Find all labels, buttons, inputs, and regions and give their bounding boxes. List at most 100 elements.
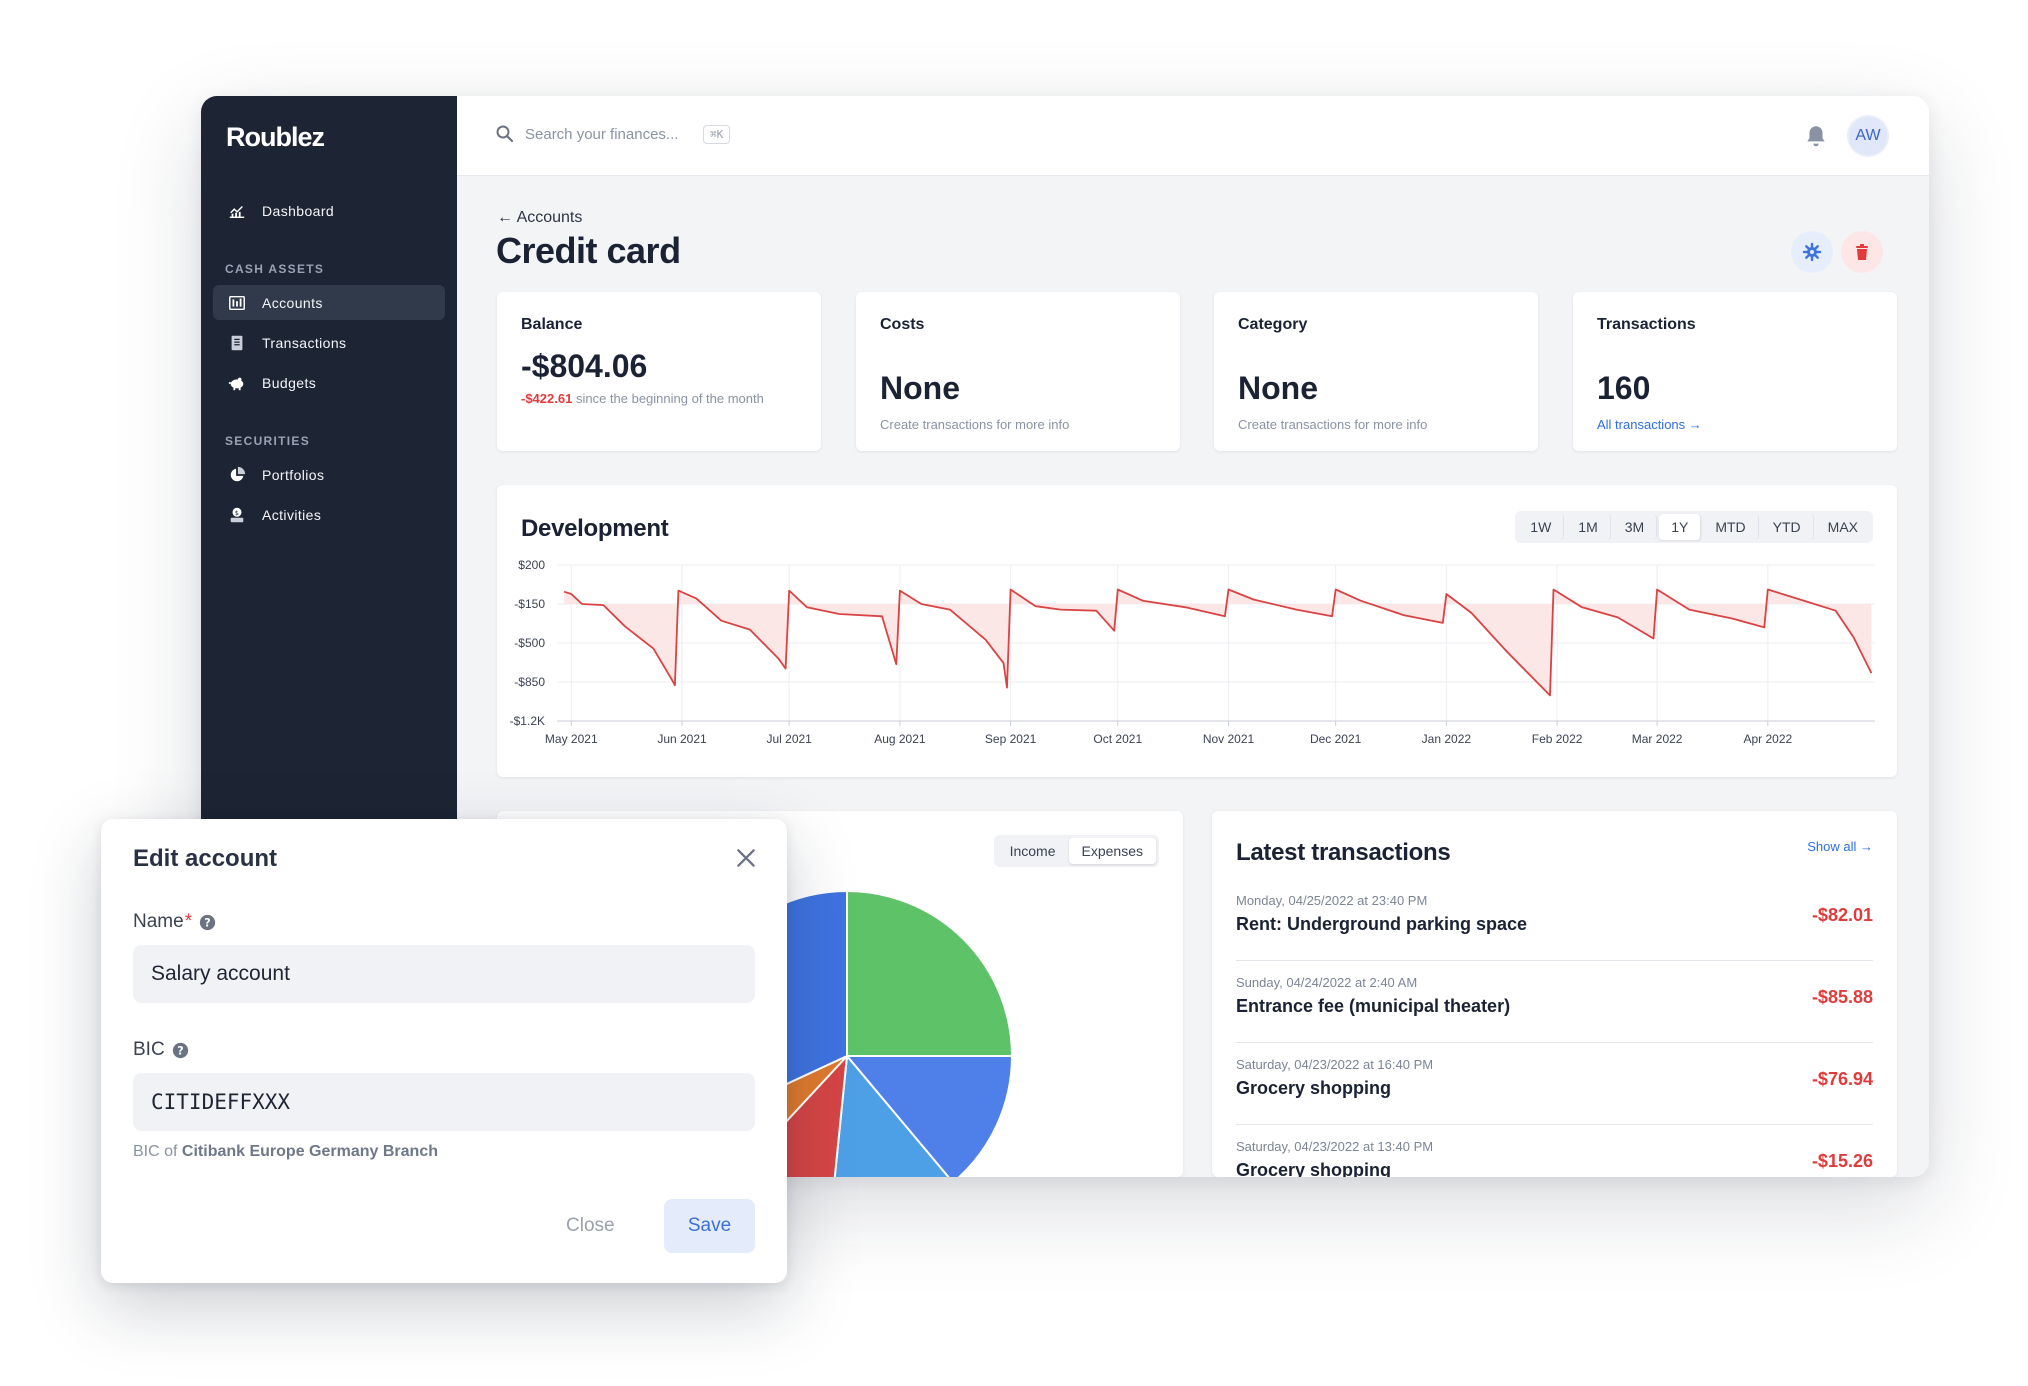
bic-field-label: BIC ? (133, 1039, 189, 1061)
search-bar: ⌘K (495, 124, 731, 144)
transaction-row[interactable]: Saturday, 04/23/2022 at 13:40 PM Grocery… (1236, 1125, 1873, 1177)
back-link-label: Accounts (516, 209, 583, 226)
trash-icon (1856, 244, 1868, 260)
transaction-row[interactable]: Sunday, 04/24/2022 at 2:40 AM Entrance f… (1236, 961, 1873, 1043)
tab-income[interactable]: Income (1009, 843, 1056, 859)
bank-icon (227, 293, 247, 313)
category-hint: Create transactions for more info (1238, 417, 1428, 432)
gear-icon (1802, 242, 1822, 262)
sidebar-item-label: Portfolios (262, 466, 325, 483)
series-line (563, 588, 1873, 697)
x-tick-label: Oct 2021 (1093, 732, 1142, 746)
range-button-1m[interactable]: 1M (1566, 514, 1611, 540)
range-button-mtd[interactable]: MTD (1703, 514, 1759, 540)
y-tick-label: $200 (518, 558, 545, 572)
stat-label: Transactions (1597, 316, 1696, 333)
transaction-date: Monday, 04/25/2022 at 23:40 PM (1236, 893, 1428, 908)
stat-label: Costs (880, 316, 925, 333)
transaction-row[interactable]: Saturday, 04/23/2022 at 16:40 PM Grocery… (1236, 1043, 1873, 1125)
close-button[interactable]: Close (566, 1215, 615, 1236)
transaction-amount: -$82.01 (1811, 905, 1873, 925)
bell-icon[interactable] (1803, 123, 1829, 149)
sidebar-item-label: Activities (262, 506, 322, 523)
piggy-bank-icon (227, 373, 247, 393)
transaction-name: Grocery shopping (1236, 1078, 1392, 1098)
transaction-amount: -$76.94 (1811, 1069, 1873, 1089)
bic-hint: BIC of Citibank Europe Germany Branch (133, 1143, 438, 1161)
delete-button[interactable] (1841, 231, 1883, 273)
sidebar-section-title: SECURITIES (225, 434, 311, 448)
settings-button[interactable] (1791, 231, 1833, 273)
x-tick-label: Nov 2021 (1203, 732, 1255, 746)
range-button-max[interactable]: MAX (1827, 519, 1858, 535)
sidebar-item-portfolios[interactable]: Portfolios (213, 457, 445, 492)
range-button-1y[interactable]: 1Y (1659, 514, 1702, 540)
y-tick-label: -$1.2K (510, 714, 545, 728)
pie-chart-icon (227, 465, 247, 485)
close-icon[interactable] (735, 847, 757, 869)
pie-slice[interactable] (846, 889, 1014, 1057)
range-selector: 1W 1M 3M 1Y MTD YTD MAX (1515, 511, 1873, 543)
avatar[interactable]: AW (1847, 115, 1889, 157)
sidebar-item-label: Accounts (262, 294, 323, 311)
costs-hint: Create transactions for more info (880, 417, 1070, 432)
x-tick-label: Sep 2021 (985, 732, 1037, 746)
pie-slice[interactable] (830, 1053, 953, 1177)
bic-field[interactable] (133, 1073, 755, 1131)
show-all-link[interactable]: Show all → (1807, 839, 1873, 854)
tab-expenses[interactable]: Expenses (1068, 838, 1156, 864)
receipt-icon (227, 333, 247, 353)
search-icon (496, 125, 514, 143)
x-tick-label: Apr 2022 (1743, 732, 1792, 746)
all-transactions-link[interactable]: All transactions → (1597, 417, 1702, 432)
y-tick-label: -$500 (514, 636, 545, 650)
y-tick-label: -$150 (514, 597, 545, 611)
required-mark: * (184, 911, 193, 932)
pie-slice[interactable] (844, 1055, 1014, 1177)
costs-value: None (880, 370, 960, 406)
search-input[interactable] (525, 125, 703, 143)
sidebar-item-activities[interactable]: $ Activities (213, 497, 445, 532)
latest-transactions-title: Latest transactions (1236, 839, 1451, 866)
sidebar-item-accounts[interactable]: Accounts (213, 285, 445, 320)
svg-text:?: ? (177, 1044, 183, 1057)
x-tick-label: Jun 2021 (657, 732, 707, 746)
name-field[interactable] (133, 945, 755, 1003)
sidebar-item-label: Dashboard (262, 202, 335, 219)
transaction-date: Sunday, 04/24/2022 at 2:40 AM (1236, 975, 1418, 990)
transaction-date: Saturday, 04/23/2022 at 16:40 PM (1236, 1057, 1434, 1072)
balance-delta-text: since the beginning of the month (575, 391, 764, 406)
balance-card: Balance -$804.06 -$422.61 since the begi… (497, 292, 821, 451)
bic-hint-bank: Citibank Europe Germany Branch (181, 1143, 438, 1160)
save-button[interactable]: Save (664, 1199, 755, 1253)
sidebar-item-transactions[interactable]: Transactions (213, 325, 445, 360)
x-tick-label: Jan 2022 (1422, 732, 1472, 746)
back-link[interactable]: ← Accounts (497, 209, 582, 227)
balance-delta: -$422.61 since the beginning of the mont… (521, 389, 791, 409)
x-tick-label: Feb 2022 (1532, 732, 1583, 746)
category-card: Category None Create transactions for mo… (1214, 292, 1538, 451)
range-button-ytd[interactable]: YTD (1761, 514, 1814, 540)
topbar: ⌘K AW (457, 96, 1929, 176)
search-shortcut-hint: ⌘K (703, 124, 731, 144)
stat-label: Category (1238, 316, 1308, 333)
range-button-1w[interactable]: 1W (1518, 514, 1565, 540)
help-icon[interactable]: ? (172, 1042, 189, 1059)
transaction-name: Rent: Underground parking space (1236, 914, 1528, 934)
app-logo[interactable]: Roublez (226, 122, 325, 152)
range-button-3m[interactable]: 3M (1613, 514, 1658, 540)
balance-delta-amount: -$422.61 (521, 391, 573, 406)
transaction-row[interactable]: Monday, 04/25/2022 at 23:40 PM Rent: Und… (1236, 879, 1873, 961)
sidebar-item-label: Budgets (262, 374, 317, 391)
income-expenses-toggle: Income Expenses (993, 835, 1159, 867)
sidebar-item-budgets[interactable]: Budgets (213, 365, 445, 400)
sidebar-item-label: Transactions (262, 334, 347, 351)
x-tick-label: Mar 2022 (1632, 732, 1683, 746)
help-icon[interactable]: ? (199, 914, 216, 931)
bic-label-text: BIC (133, 1039, 165, 1060)
y-tick-label: -$850 (514, 675, 545, 689)
x-tick-label: May 2021 (545, 732, 598, 746)
x-tick-label: Aug 2021 (874, 732, 926, 746)
sidebar-item-dashboard[interactable]: Dashboard (213, 193, 445, 228)
